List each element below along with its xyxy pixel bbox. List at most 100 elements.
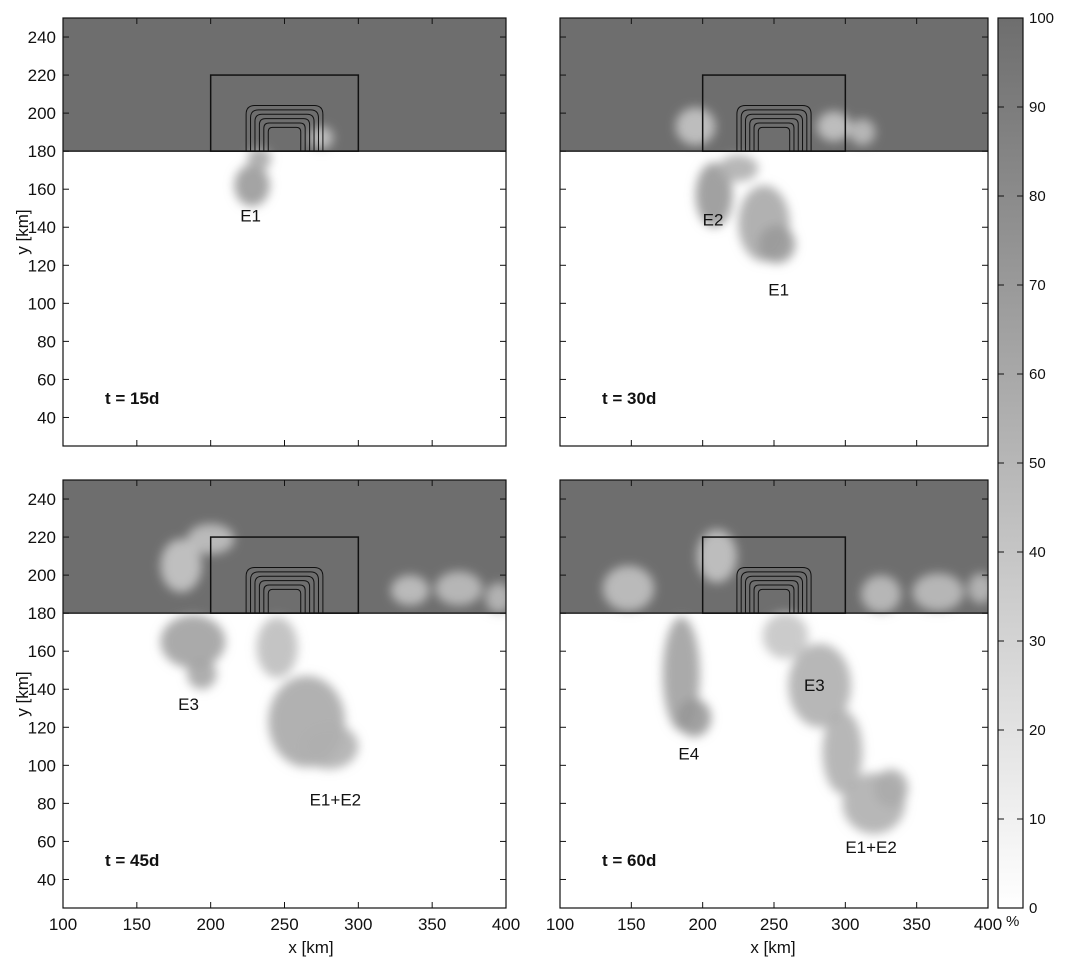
panels: 40 60 80 100 120 140 160 180 200 220 240 E1 t = 15d E…: [28, 17, 1002, 934]
y-tick-label: 160: [28, 642, 56, 661]
y-tick-label: 140: [28, 218, 56, 237]
x-tick-label: 300: [831, 915, 859, 934]
colorbar-tick-label: 50: [1029, 455, 1046, 472]
eddy-field: [234, 126, 334, 207]
x-tick-label: 350: [418, 915, 446, 934]
x-tick-label: 250: [270, 915, 298, 934]
ice-filament-5: [675, 107, 716, 146]
bathymetry-contour-6: [757, 126, 791, 152]
y-tick-label: 40: [37, 408, 56, 427]
ice-filament-8: [602, 565, 655, 612]
x-axis-label-right: x [km]: [750, 938, 795, 957]
ice-cover-region: [63, 480, 506, 614]
bathymetry-contour-6: [267, 126, 302, 152]
eddy-label: E2: [703, 210, 724, 229]
ice-filament-7: [762, 613, 809, 659]
x-tick-label: 350: [902, 915, 930, 934]
eddy-field: [160, 523, 506, 770]
bathymetry-contour-2: [250, 571, 319, 614]
ice-filament-10: [485, 582, 506, 614]
y-axis-label-bottom: y [km]: [13, 671, 32, 716]
bathymetry-contour-3: [744, 575, 804, 614]
x-tick-label: 100: [49, 915, 77, 934]
time-label: t = 30d: [602, 389, 656, 408]
time-label: t = 15d: [105, 389, 159, 408]
ice-filament-8: [390, 575, 430, 606]
eddy-field: [675, 107, 876, 264]
bathymetry-contour-2: [740, 571, 808, 614]
eddy-label: E1: [768, 281, 789, 300]
ice-filament-7: [849, 118, 876, 146]
panel-3: 40 60 80 100 120 140 160 180 200 220 240 100 150 200 2…: [28, 479, 520, 934]
y-tick-label: 200: [28, 566, 56, 585]
bathymetry-contour-6: [757, 588, 791, 614]
y-tick-label: 140: [28, 680, 56, 699]
eddy-label: E1: [240, 207, 261, 226]
eddy-label: E3: [804, 676, 825, 695]
ice-filament-2: [247, 147, 272, 171]
y-tick-label: 180: [28, 142, 56, 161]
y-tick-label: 240: [28, 490, 56, 509]
y-axis-labels: y [km] y [km]: [13, 209, 32, 716]
bathymetry-contour-5: [263, 584, 306, 614]
ice-filament-12: [968, 573, 988, 604]
ice-filament-3: [788, 643, 852, 728]
bathymetry-contour-1: [736, 105, 812, 152]
x-tick-label: 100: [546, 915, 574, 934]
time-label: t = 60d: [602, 851, 656, 870]
ice-filament-6: [160, 538, 202, 593]
ice-filament-4: [822, 710, 863, 794]
bathymetry-contour-4: [258, 118, 311, 152]
y-tick-label: 80: [37, 332, 56, 351]
ice-cover-region: [560, 18, 988, 152]
time-label: t = 45d: [105, 851, 159, 870]
bathymetry-contour-4: [749, 118, 799, 152]
x-tick-label: 150: [617, 915, 645, 934]
bathymetry-contour-4: [749, 580, 799, 614]
eddy-label: E1+E2: [845, 838, 897, 857]
y-tick-label: 220: [28, 528, 56, 547]
colorbar-tick-label: 100: [1029, 10, 1054, 27]
panel-4: 100 150 200 250 300 350 400 E4 E3 E1+E2 t = 60d: [546, 479, 1002, 934]
ice-filament-3: [160, 615, 226, 669]
bathymetry-contour-3: [744, 113, 804, 152]
x-axis-labels: x [km] x [km]: [288, 938, 795, 957]
ice-cover-region: [63, 18, 506, 152]
bathymetry-contour-3: [254, 113, 315, 152]
colorbar-tick-label: 80: [1029, 188, 1046, 205]
ice-filament-6: [873, 769, 909, 808]
bathymetry-contour-1: [245, 105, 324, 152]
box-outline: [209, 74, 360, 152]
eddy-field: [602, 529, 988, 834]
ice-filament-3: [309, 126, 334, 150]
colorbar-tick-label: 70: [1029, 277, 1046, 294]
colorbar-unit: %: [1006, 913, 1019, 930]
ice-filament-1: [695, 162, 733, 228]
eddy-label: E4: [678, 745, 699, 764]
box-outline: [209, 536, 360, 614]
y-tick-label: 100: [28, 294, 56, 313]
bathymetry-contour-1: [736, 567, 812, 614]
bathymetry-contour-2: [740, 109, 808, 152]
panel-2: E2 E1 t = 30d: [559, 17, 989, 447]
x-tick-label: 200: [196, 915, 224, 934]
x-tick-label: 400: [974, 915, 1002, 934]
y-tick-label: 80: [37, 794, 56, 813]
x-tick-label: 300: [344, 915, 372, 934]
y-tick-label: 60: [37, 832, 56, 851]
colorbar-tick-label: 90: [1029, 99, 1046, 116]
bathymetry-contour-3: [254, 575, 315, 614]
box-outline: [701, 74, 847, 152]
bathymetry-contour-4: [258, 580, 311, 614]
colorbar-tick-label: 0: [1029, 900, 1037, 917]
ice-filament-4: [187, 658, 217, 690]
y-tick-label: 220: [28, 66, 56, 85]
ice-filament-2: [676, 698, 712, 737]
bathymetry-contour-1: [245, 567, 324, 614]
x-axis-label-left: x [km]: [288, 938, 333, 957]
y-tick-label: 180: [28, 604, 56, 623]
y-tick-label: 120: [28, 256, 56, 275]
y-tick-label: 120: [28, 718, 56, 737]
ice-filament-9: [435, 571, 483, 606]
panel-1: 40 60 80 100 120 140 160 180 200 220 240 E1 t = 15d: [28, 17, 507, 447]
